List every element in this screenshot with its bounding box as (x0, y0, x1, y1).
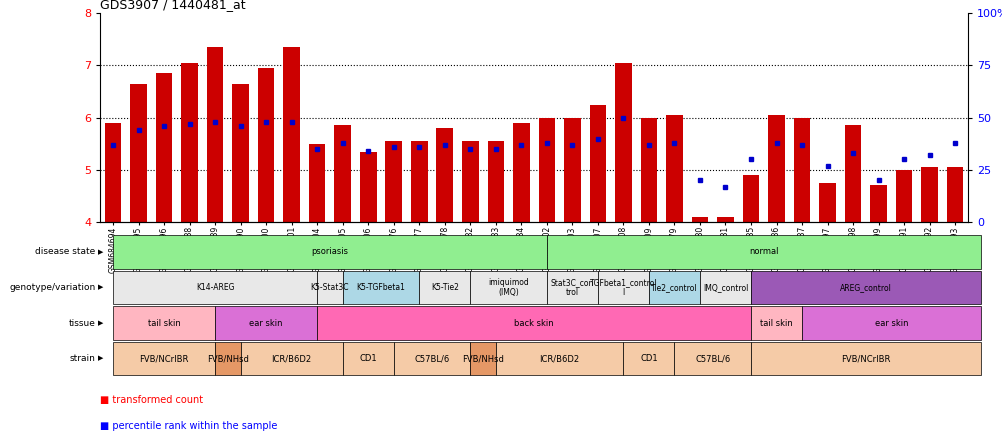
Bar (113, 271, 317, 304)
Bar (181, 63, 197, 222)
Text: CD1: CD1 (359, 354, 377, 363)
Bar (513, 123, 529, 222)
Bar (623, 342, 673, 375)
Bar (495, 342, 623, 375)
Bar (946, 167, 963, 222)
Text: Tie2_control: Tie2_control (650, 283, 697, 292)
Bar (130, 84, 146, 222)
Bar (394, 342, 470, 375)
Text: K14-AREG: K14-AREG (195, 283, 234, 292)
Bar (673, 342, 750, 375)
Bar (802, 306, 980, 340)
Bar (750, 306, 802, 340)
Bar (691, 217, 707, 222)
Text: FVB/NCrIBR: FVB/NCrIBR (841, 354, 890, 363)
Bar (546, 271, 597, 304)
Text: tissue: tissue (68, 318, 95, 328)
Bar (895, 170, 912, 222)
Bar (563, 118, 580, 222)
Bar (768, 115, 784, 222)
Text: FVB/NHsd: FVB/NHsd (462, 354, 503, 363)
Bar (614, 63, 631, 222)
Text: AREG_control: AREG_control (839, 283, 891, 292)
Bar (113, 342, 214, 375)
Text: tail skin: tail skin (760, 318, 793, 328)
Text: ▶: ▶ (98, 249, 103, 255)
Text: ■ transformed count: ■ transformed count (100, 395, 203, 404)
Bar (793, 118, 810, 222)
Bar (155, 73, 172, 222)
Bar (716, 217, 733, 222)
Bar (470, 271, 546, 304)
Text: ▶: ▶ (98, 356, 103, 361)
Bar (750, 342, 980, 375)
Bar (750, 271, 980, 304)
Text: disease state: disease state (35, 247, 95, 257)
Text: back skin: back skin (514, 318, 553, 328)
Bar (640, 118, 656, 222)
Bar (538, 118, 554, 222)
Text: FVB/NHsd: FVB/NHsd (206, 354, 248, 363)
Bar (258, 68, 275, 222)
Bar (240, 342, 343, 375)
Text: genotype/variation: genotype/variation (9, 283, 95, 292)
Bar (214, 342, 240, 375)
Bar (284, 47, 300, 222)
Bar (334, 126, 351, 222)
Text: IMQ_control: IMQ_control (702, 283, 747, 292)
Text: TGFbeta1_control
l: TGFbeta1_control l (589, 278, 656, 297)
Bar (419, 271, 470, 304)
Bar (648, 271, 699, 304)
Bar (317, 271, 343, 304)
Bar (214, 306, 317, 340)
Text: ▶: ▶ (98, 285, 103, 290)
Text: tail skin: tail skin (147, 318, 180, 328)
Bar (385, 141, 402, 222)
Text: K5-Stat3C: K5-Stat3C (311, 283, 349, 292)
Text: GDS3907 / 1440481_at: GDS3907 / 1440481_at (100, 0, 245, 11)
Bar (665, 115, 682, 222)
Text: Stat3C_con
trol: Stat3C_con trol (550, 278, 593, 297)
Bar (411, 141, 427, 222)
Text: ear skin: ear skin (249, 318, 283, 328)
Text: ■ percentile rank within the sample: ■ percentile rank within the sample (100, 421, 278, 431)
Bar (844, 126, 861, 222)
Text: FVB/NCrIBR: FVB/NCrIBR (139, 354, 188, 363)
Text: psoriasis: psoriasis (312, 247, 348, 257)
Text: strain: strain (69, 354, 95, 363)
Bar (699, 271, 750, 304)
Bar (343, 271, 419, 304)
Text: normal: normal (748, 247, 778, 257)
Bar (462, 141, 478, 222)
Bar (921, 167, 937, 222)
Bar (113, 306, 214, 340)
Text: ▶: ▶ (98, 320, 103, 326)
Bar (360, 151, 376, 222)
Text: C57BL/6: C57BL/6 (694, 354, 729, 363)
Bar (819, 183, 835, 222)
Bar (487, 141, 504, 222)
Text: ear skin: ear skin (874, 318, 907, 328)
Bar (309, 144, 326, 222)
Text: imiquimod
(IMQ): imiquimod (IMQ) (488, 278, 528, 297)
Text: K5-Tie2: K5-Tie2 (431, 283, 458, 292)
Bar (206, 47, 223, 222)
Text: ICR/B6D2: ICR/B6D2 (539, 354, 579, 363)
Bar (589, 105, 605, 222)
Bar (343, 342, 394, 375)
Bar (741, 175, 759, 222)
Bar (113, 235, 546, 269)
Bar (232, 84, 248, 222)
Bar (317, 306, 750, 340)
Text: ICR/B6D2: ICR/B6D2 (272, 354, 312, 363)
Bar (546, 235, 980, 269)
Text: K5-TGFbeta1: K5-TGFbeta1 (356, 283, 405, 292)
Text: CD1: CD1 (639, 354, 657, 363)
Bar (470, 342, 495, 375)
Text: C57BL/6: C57BL/6 (414, 354, 449, 363)
Bar (104, 123, 121, 222)
Bar (597, 271, 648, 304)
Bar (870, 186, 886, 222)
Bar (436, 128, 453, 222)
